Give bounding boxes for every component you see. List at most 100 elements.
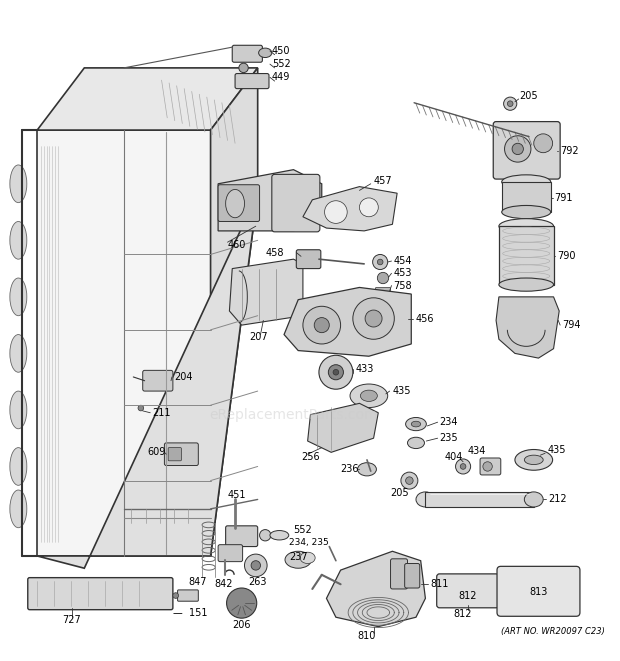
Polygon shape bbox=[284, 288, 411, 356]
Ellipse shape bbox=[360, 390, 378, 401]
Polygon shape bbox=[308, 403, 378, 452]
FancyBboxPatch shape bbox=[494, 122, 560, 179]
Text: 456: 456 bbox=[416, 313, 435, 323]
Circle shape bbox=[353, 298, 394, 339]
Ellipse shape bbox=[10, 278, 27, 316]
FancyBboxPatch shape bbox=[296, 250, 321, 268]
FancyBboxPatch shape bbox=[168, 447, 182, 461]
Ellipse shape bbox=[10, 391, 27, 429]
Text: 204: 204 bbox=[174, 372, 192, 382]
Text: 457: 457 bbox=[374, 176, 392, 186]
Circle shape bbox=[260, 529, 271, 541]
Text: 458: 458 bbox=[265, 248, 284, 258]
Text: 450: 450 bbox=[272, 46, 290, 56]
Circle shape bbox=[251, 561, 260, 570]
Text: 812: 812 bbox=[459, 590, 477, 601]
FancyBboxPatch shape bbox=[497, 566, 580, 616]
Ellipse shape bbox=[515, 449, 552, 470]
Circle shape bbox=[365, 310, 382, 327]
Text: 451: 451 bbox=[228, 490, 246, 500]
Text: 842: 842 bbox=[215, 579, 233, 589]
Text: 234, 235: 234, 235 bbox=[289, 538, 329, 547]
Ellipse shape bbox=[502, 206, 551, 219]
FancyBboxPatch shape bbox=[235, 73, 269, 89]
Circle shape bbox=[405, 477, 413, 485]
Circle shape bbox=[239, 63, 248, 73]
Ellipse shape bbox=[416, 492, 435, 507]
Text: 205: 205 bbox=[391, 488, 409, 498]
Polygon shape bbox=[37, 130, 211, 556]
Circle shape bbox=[314, 317, 329, 332]
Text: 434: 434 bbox=[468, 446, 487, 456]
FancyBboxPatch shape bbox=[164, 443, 198, 465]
Text: 205: 205 bbox=[520, 91, 538, 101]
Ellipse shape bbox=[10, 490, 27, 527]
Text: (ART NO. WR20097 C23): (ART NO. WR20097 C23) bbox=[501, 627, 604, 636]
FancyBboxPatch shape bbox=[502, 182, 551, 212]
Polygon shape bbox=[303, 186, 397, 231]
Text: 206: 206 bbox=[232, 620, 251, 630]
Circle shape bbox=[483, 462, 492, 471]
Ellipse shape bbox=[502, 175, 551, 189]
Ellipse shape bbox=[226, 190, 244, 217]
Text: 758: 758 bbox=[393, 280, 412, 291]
Circle shape bbox=[503, 97, 517, 110]
Ellipse shape bbox=[270, 531, 289, 540]
Circle shape bbox=[360, 198, 378, 217]
Ellipse shape bbox=[499, 219, 554, 234]
Text: 727: 727 bbox=[63, 615, 81, 625]
Ellipse shape bbox=[285, 551, 311, 568]
Ellipse shape bbox=[350, 384, 388, 408]
Circle shape bbox=[138, 405, 144, 411]
Text: 236: 236 bbox=[340, 464, 359, 475]
FancyBboxPatch shape bbox=[218, 545, 242, 562]
Circle shape bbox=[329, 365, 343, 380]
Circle shape bbox=[512, 143, 523, 155]
FancyBboxPatch shape bbox=[376, 288, 391, 299]
Text: 847: 847 bbox=[188, 577, 206, 588]
FancyBboxPatch shape bbox=[425, 492, 534, 507]
Text: 453: 453 bbox=[393, 268, 412, 278]
Polygon shape bbox=[496, 297, 559, 358]
Circle shape bbox=[373, 254, 388, 270]
Text: 234: 234 bbox=[440, 417, 458, 427]
FancyBboxPatch shape bbox=[499, 226, 554, 285]
Circle shape bbox=[244, 554, 267, 576]
Ellipse shape bbox=[358, 463, 376, 476]
Text: 552: 552 bbox=[293, 525, 312, 535]
FancyBboxPatch shape bbox=[436, 574, 499, 608]
Text: 813: 813 bbox=[529, 587, 547, 597]
FancyBboxPatch shape bbox=[218, 184, 260, 221]
Ellipse shape bbox=[10, 221, 27, 259]
Circle shape bbox=[460, 463, 466, 469]
Ellipse shape bbox=[407, 438, 425, 449]
Ellipse shape bbox=[259, 48, 272, 58]
Polygon shape bbox=[37, 68, 258, 130]
Polygon shape bbox=[229, 259, 303, 325]
Text: 207: 207 bbox=[249, 332, 268, 342]
Circle shape bbox=[507, 101, 513, 106]
FancyBboxPatch shape bbox=[232, 45, 262, 62]
Text: 812: 812 bbox=[454, 609, 472, 619]
Circle shape bbox=[401, 472, 418, 489]
Circle shape bbox=[325, 201, 347, 223]
Ellipse shape bbox=[411, 421, 421, 427]
Text: 433: 433 bbox=[356, 364, 374, 374]
FancyBboxPatch shape bbox=[480, 458, 501, 475]
Ellipse shape bbox=[525, 492, 543, 507]
Text: eReplacementParts.com: eReplacementParts.com bbox=[209, 408, 378, 422]
Text: 404: 404 bbox=[445, 452, 463, 462]
FancyBboxPatch shape bbox=[272, 175, 320, 232]
Ellipse shape bbox=[10, 447, 27, 485]
Ellipse shape bbox=[405, 418, 427, 431]
FancyBboxPatch shape bbox=[226, 526, 258, 547]
Text: 811: 811 bbox=[430, 579, 448, 589]
Text: 552: 552 bbox=[272, 59, 291, 69]
Text: 794: 794 bbox=[562, 320, 580, 330]
Text: 237: 237 bbox=[289, 552, 308, 562]
Text: 810: 810 bbox=[358, 631, 376, 641]
FancyBboxPatch shape bbox=[391, 559, 407, 589]
Polygon shape bbox=[211, 68, 258, 556]
Text: 235: 235 bbox=[440, 433, 458, 443]
Circle shape bbox=[534, 134, 552, 153]
